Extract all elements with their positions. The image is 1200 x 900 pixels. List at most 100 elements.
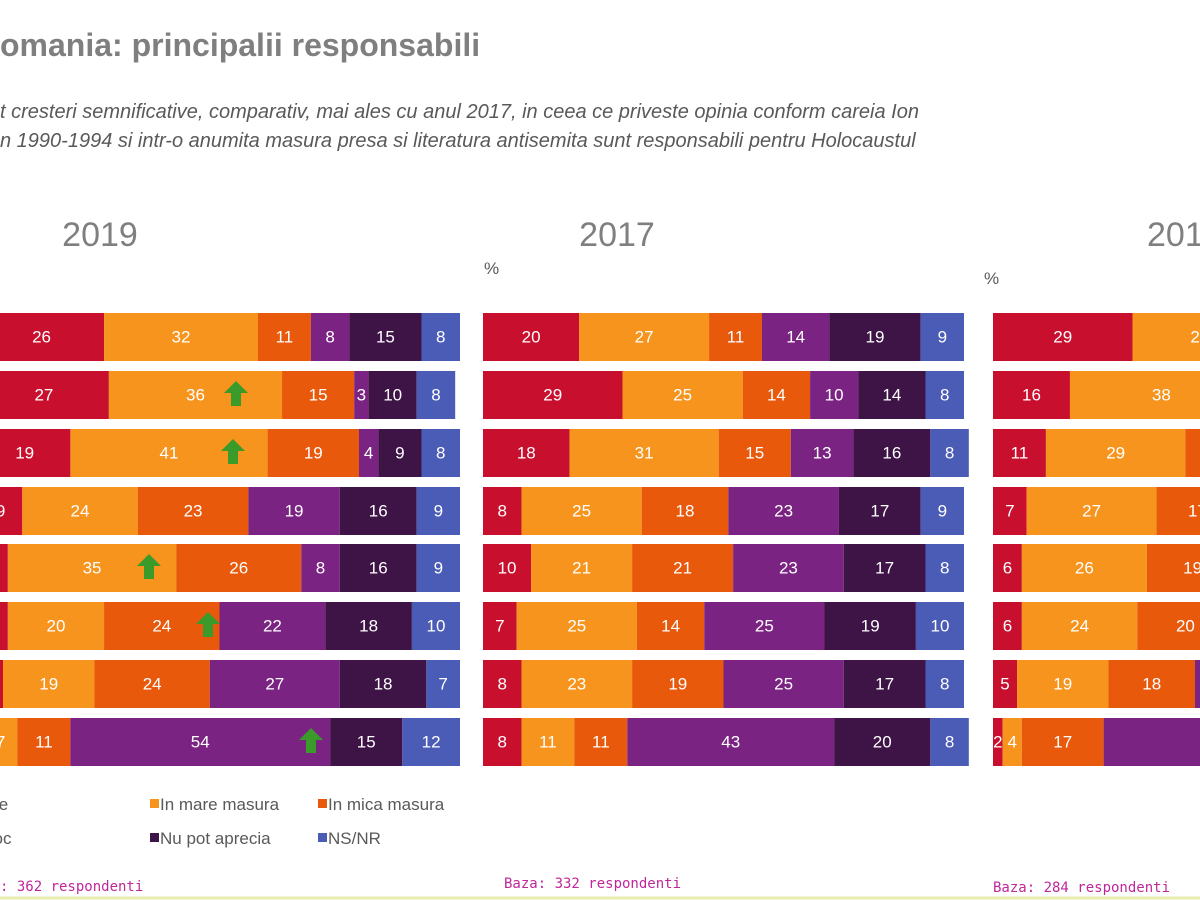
segment-label: 24 [71, 501, 90, 520]
bar-segment [0, 487, 23, 535]
segment-label: 5 [1000, 674, 1009, 693]
bar-segment [0, 602, 8, 650]
chart-title: 2019 [62, 216, 138, 254]
segment-label: 16 [369, 558, 388, 577]
bar-segment [0, 544, 8, 592]
segment-label: 15 [745, 443, 764, 462]
unit-label: % [984, 269, 999, 288]
segment-label: 15 [376, 327, 395, 346]
bar-segment [521, 718, 575, 766]
bar-segment [824, 602, 916, 650]
legend-label: Deloc [0, 829, 12, 848]
segment-label: 27 [265, 674, 284, 693]
bar-segment [411, 602, 460, 650]
bar-segment [925, 544, 964, 592]
segment-label: 18 [517, 443, 536, 462]
segment-label: 23 [567, 674, 586, 693]
bar-segment [1146, 544, 1200, 592]
segment-label: 8 [940, 558, 949, 577]
bar-segment [282, 371, 355, 419]
bar-segment [521, 487, 642, 535]
bar-segment [416, 371, 456, 419]
bar-segment [723, 660, 844, 708]
bar-segment [1108, 660, 1196, 708]
legend-swatch [318, 833, 327, 842]
segment-label: 19 [15, 443, 34, 462]
segment-label: 25 [774, 674, 793, 693]
bar-segment [301, 544, 340, 592]
bar-segment [483, 602, 517, 650]
segment-label: 8 [498, 501, 507, 520]
bar-segment [0, 371, 109, 419]
segment-label: 9 [395, 443, 404, 462]
segment-label: 36 [186, 385, 205, 404]
segment-label: 20 [46, 616, 65, 635]
bar-segment [349, 313, 422, 361]
bar-segment [993, 718, 1003, 766]
segment-label: 17 [875, 674, 894, 693]
increase-arrow [137, 554, 161, 579]
segment-label: 14 [661, 616, 680, 635]
bar-segment [330, 718, 403, 766]
segment-label: 2 [993, 732, 1002, 751]
bar-segment [574, 718, 628, 766]
bar-segment [483, 544, 532, 592]
bar-segment [632, 544, 734, 592]
legend-label: NS/NR [328, 829, 381, 848]
bar-segment [993, 487, 1027, 535]
bar-segment [368, 371, 417, 419]
segment-label: 19 [866, 327, 885, 346]
segment-label: 10 [426, 616, 445, 635]
segment-label: 7 [495, 616, 504, 635]
bar-segment [7, 602, 105, 650]
legend-label: In totalitate [0, 795, 8, 814]
bar-segment [579, 313, 710, 361]
segment-label: 17 [875, 558, 894, 577]
legend-swatch [150, 833, 159, 842]
base-note: Baza: 284 respondenti [993, 880, 1170, 896]
bar-segment [176, 544, 302, 592]
segment-label: 14 [882, 385, 901, 404]
bar-segment [1021, 602, 1138, 650]
segment-label: 8 [940, 385, 949, 404]
segment-label: 28 [1190, 327, 1200, 346]
segment-label: 8 [945, 732, 954, 751]
bar-segment [810, 371, 859, 419]
segment-label: 8 [436, 327, 445, 346]
segment-label: 25 [755, 616, 774, 635]
segment-label: 7 [1005, 501, 1014, 520]
bar-segment [1195, 660, 1200, 708]
segment-label: 18 [359, 616, 378, 635]
segment-label: 29 [1106, 443, 1125, 462]
bar-segment [1132, 313, 1200, 361]
segment-label: 23 [184, 501, 203, 520]
segment-label: 17 [1188, 501, 1200, 520]
increase-arrow [196, 612, 220, 637]
bar-segment [1045, 429, 1186, 477]
segment-label: 11 [1011, 443, 1029, 462]
bar-segment [834, 718, 931, 766]
bar-segment [728, 487, 839, 535]
segment-label: 20 [522, 327, 541, 346]
bar-segment [421, 429, 460, 477]
segment-label: 35 [83, 558, 102, 577]
segment-label: 31 [635, 443, 654, 462]
segment-label: 4 [364, 443, 373, 462]
bar-segment [325, 602, 412, 650]
bar-segment [1185, 429, 1200, 477]
bar-segment [761, 313, 830, 361]
segment-label: 12 [422, 732, 441, 751]
segment-label: 22 [263, 616, 282, 635]
segment-label: 13 [813, 443, 832, 462]
title: omania: principalii responsabili [0, 27, 480, 63]
segment-label: 19 [668, 674, 687, 693]
bar-segment [0, 313, 105, 361]
bar-segment [257, 313, 311, 361]
segment-label: 19 [1183, 558, 1200, 577]
bar-segment [1021, 718, 1104, 766]
segment-label: 8 [325, 327, 334, 346]
bar-segment [108, 371, 283, 419]
segment-label: 27 [1082, 501, 1101, 520]
bar-segment [104, 602, 220, 650]
bar-segment [17, 718, 71, 766]
